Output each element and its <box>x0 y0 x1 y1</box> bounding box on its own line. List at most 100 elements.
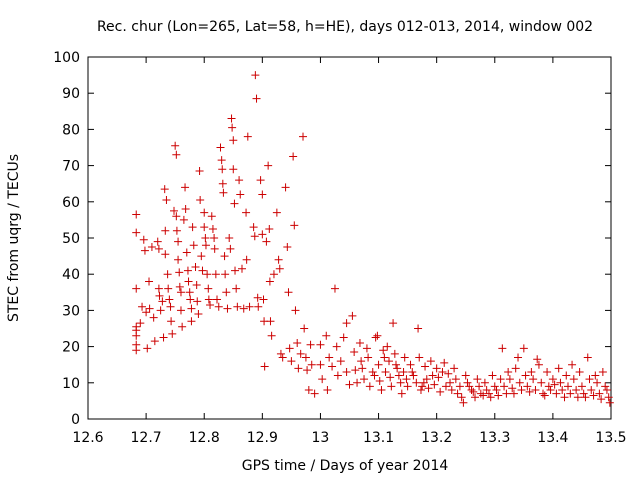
data-point <box>457 393 466 402</box>
data-point <box>569 375 578 384</box>
data-point <box>494 391 503 400</box>
data-point <box>161 226 170 235</box>
data-point <box>287 357 296 366</box>
data-point <box>183 266 192 275</box>
data-point <box>589 391 598 400</box>
data-point <box>174 255 183 264</box>
data-point <box>579 389 588 398</box>
data-point <box>289 152 298 161</box>
y-tick: 20 <box>62 340 611 356</box>
x-tick-label: 13.1 <box>363 430 394 446</box>
data-point <box>281 183 290 192</box>
data-point <box>310 389 319 398</box>
data-point <box>408 367 417 376</box>
data-point <box>585 375 594 384</box>
x-tick: 13.5 <box>595 57 627 446</box>
data-point <box>563 382 572 391</box>
x-axis: 12.6 12.7 12.8 12.9 13 13.1 13.2 13.3 13.4 13.5 <box>72 57 627 446</box>
data-point <box>132 331 141 340</box>
data-point <box>422 375 431 384</box>
data-point <box>381 367 390 376</box>
data-point <box>568 360 577 369</box>
data-point <box>142 308 151 317</box>
data-point <box>444 369 453 378</box>
data-point <box>195 167 204 176</box>
data-point <box>511 364 520 373</box>
data-point <box>371 333 380 342</box>
data-point <box>377 386 386 395</box>
y-tick: 10 <box>62 376 611 392</box>
data-point <box>345 380 354 389</box>
data-point <box>432 364 441 373</box>
y-tick: 0 <box>71 412 611 428</box>
data-point <box>368 367 377 376</box>
data-point <box>389 319 398 328</box>
data-point <box>185 288 194 297</box>
data-point <box>471 393 480 402</box>
data-point <box>225 234 234 242</box>
chart-title: Rec. chur (Lon=265, Lat=58, h=HE), days … <box>97 19 593 35</box>
data-point <box>509 389 518 398</box>
data-point <box>517 386 526 395</box>
data-point <box>575 367 584 376</box>
y-tick-label: 70 <box>62 159 80 175</box>
data-point <box>163 270 172 279</box>
data-point <box>229 136 238 145</box>
x-tick: 12.8 <box>189 57 220 446</box>
data-point <box>336 357 345 366</box>
data-point <box>172 150 181 159</box>
y-tick-label: 0 <box>71 412 80 428</box>
data-point <box>428 371 437 380</box>
data-point <box>353 378 362 387</box>
data-point <box>293 338 302 347</box>
data-point <box>162 195 171 204</box>
data-point <box>386 373 395 382</box>
data-point <box>191 262 200 271</box>
data-point <box>160 185 169 194</box>
data-point <box>533 355 542 364</box>
data-point <box>211 270 220 279</box>
data-point <box>218 165 227 174</box>
data-point <box>325 353 334 362</box>
data-point <box>303 366 312 375</box>
y-tick: 70 <box>62 159 611 175</box>
data-point <box>278 353 287 362</box>
data-point <box>323 386 332 395</box>
data-point <box>265 277 274 286</box>
data-point <box>602 386 611 395</box>
data-point <box>260 362 269 371</box>
x-tick-label: 13.5 <box>595 430 626 446</box>
x-tick: 12.6 <box>72 57 104 446</box>
data-point <box>426 357 435 366</box>
data-point <box>174 237 183 246</box>
data-point <box>348 311 357 320</box>
data-point <box>400 353 409 362</box>
data-point <box>132 284 141 293</box>
data-point <box>505 375 514 384</box>
data-point <box>523 382 532 391</box>
data-point <box>543 367 552 376</box>
y-tick-label: 60 <box>62 195 80 211</box>
data-point <box>188 223 197 232</box>
data-point <box>316 360 325 369</box>
data-point <box>601 382 610 391</box>
data-point <box>264 161 273 170</box>
data-point <box>562 371 571 380</box>
x-tick-label: 12.6 <box>72 430 103 446</box>
data-point <box>193 297 202 306</box>
x-tick-label: 12.9 <box>247 430 278 446</box>
data-point <box>218 179 227 188</box>
data-point <box>132 228 141 237</box>
data-point <box>488 371 497 380</box>
data-point <box>322 331 331 340</box>
data-point <box>572 386 581 395</box>
x-tick: 13.1 <box>363 57 394 446</box>
x-tick-label: 13.2 <box>421 430 452 446</box>
x-tick-label: 13.3 <box>479 430 510 446</box>
data-point <box>181 183 190 192</box>
data-point <box>383 342 392 351</box>
data-point <box>393 364 402 373</box>
data-point <box>167 317 176 326</box>
data-point <box>434 373 443 382</box>
